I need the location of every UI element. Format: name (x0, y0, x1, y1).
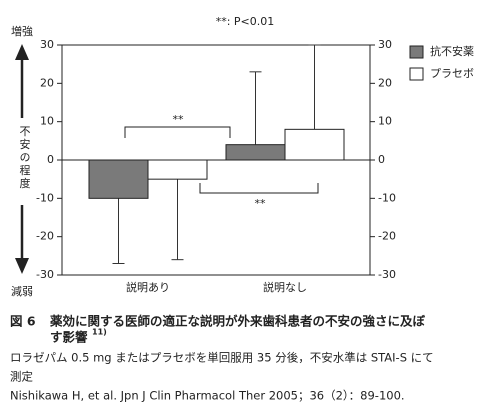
x-tick-label: 説明なし (263, 280, 307, 294)
y-tick-label: 20 (40, 76, 54, 89)
y-tick-label: -10 (36, 191, 54, 204)
bar (284, 128, 345, 161)
significance: ** (255, 197, 267, 210)
y-bottom-label: 減弱 (11, 284, 33, 298)
bracket (124, 126, 231, 138)
y2-tick-label: -10 (378, 191, 396, 204)
y2-tick-label: 30 (378, 38, 392, 51)
note: ロラゼパム 0.5 mg またはプラセボを単回服用 35 分後，不安水準は ST… (10, 351, 434, 365)
y-tick-label: 0 (47, 153, 54, 166)
y2-tick-label: 10 (378, 115, 392, 128)
y-label: 不安の程度 (18, 126, 31, 191)
legend-label: プラセボ (430, 67, 474, 80)
bar (225, 144, 286, 161)
figure-number: 図 6 (10, 314, 36, 329)
caption-ref: 11) (92, 328, 107, 337)
annotation: **: P<0.01 (216, 15, 275, 28)
arrows (15, 44, 29, 274)
y-tick-label: 30 (40, 38, 54, 51)
bar (88, 159, 149, 199)
bar (147, 159, 208, 180)
y-tick-label: -20 (36, 230, 54, 243)
significance: ** (173, 113, 185, 126)
citation: Nishikawa H, et al. Jpn J Clin Pharmacol… (10, 389, 405, 402)
y2-tick-label: 20 (378, 76, 392, 89)
y2-tick-label: -20 (378, 230, 396, 243)
caption-title: す影響 (50, 330, 88, 345)
y-top-label: 増強 (11, 25, 33, 38)
y2-tick-label: -30 (378, 268, 396, 281)
legend-swatch (409, 45, 424, 59)
y-tick-label: 10 (40, 115, 54, 128)
legend-swatch (409, 67, 424, 81)
caption-title: 薬効に関する医師の適正な説明が外来歯科患者の不安の強さに及ぼ (49, 314, 426, 329)
bracket (199, 183, 319, 194)
legend-label: 抗不安薬 (430, 44, 474, 58)
note: 測定 (10, 370, 33, 384)
y-tick-label: -30 (36, 268, 54, 281)
y2-tick-label: 0 (378, 153, 385, 166)
x-tick-label: 説明あり (126, 280, 170, 294)
